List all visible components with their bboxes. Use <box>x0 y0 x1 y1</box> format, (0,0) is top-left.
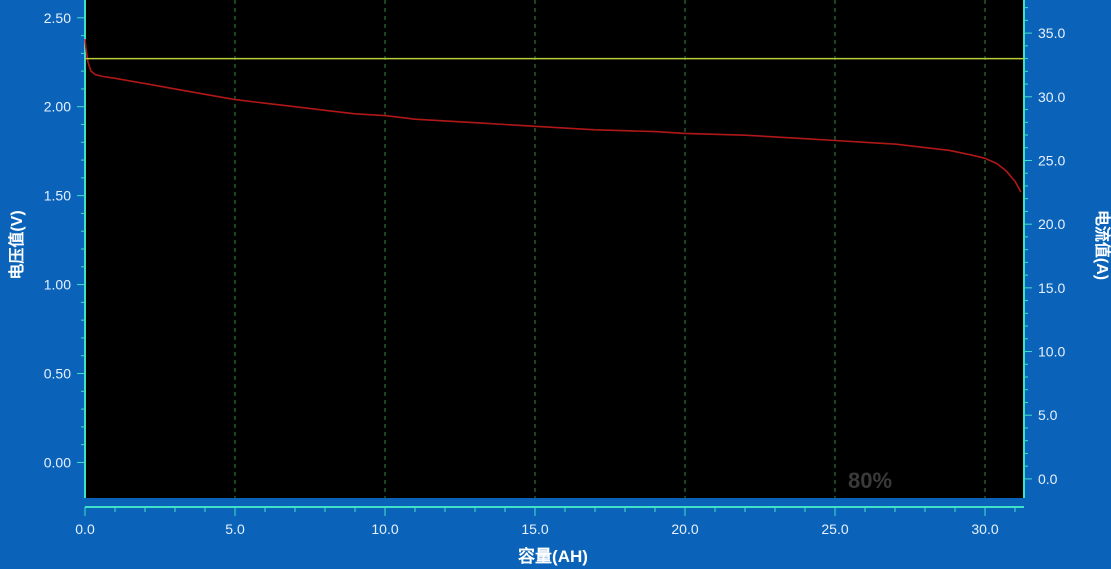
y-left-tick-label: 0.50 <box>44 366 71 382</box>
x-tick-label: 10.0 <box>371 521 398 537</box>
y-right-tick-label: 25.0 <box>1038 152 1065 168</box>
voltage-series-line <box>84 39 1022 193</box>
y-left-tick-label: 1.50 <box>44 188 71 204</box>
x-tick-label: 30.0 <box>971 521 998 537</box>
y-left-tick-label: 2.00 <box>44 99 71 115</box>
y-left-tick-label: 2.50 <box>44 10 71 26</box>
axes: 0.0 5.0 10.0 15.0 20.0 25.0 30.0 0.00 0.50 1.00 1.… <box>44 0 1065 537</box>
y-left-tick-label: 1.00 <box>44 277 71 293</box>
grid-lines <box>234 0 986 498</box>
y-axis-left-title: 电压值(V) <box>7 210 26 279</box>
watermark-text: 80% <box>848 468 892 493</box>
y-right-tick-label: 20.0 <box>1038 216 1065 232</box>
x-tick-label: 20.0 <box>671 521 698 537</box>
x-tick-label: 0.0 <box>75 521 95 537</box>
series-lines <box>84 39 1024 193</box>
x-axis-title: 容量(AH) <box>518 546 588 566</box>
y-axis-right-title: 电流值(A) <box>1093 210 1111 280</box>
plot-area <box>85 0 1024 498</box>
axis-labels: 容量(AH) 电压值(V) 电流值(A) <box>7 210 1111 566</box>
y-right-tick-label: 35.0 <box>1038 25 1065 41</box>
y-left-tick-label: 0.00 <box>44 454 71 470</box>
x-tick-label: 5.0 <box>225 521 245 537</box>
x-tick-label: 15.0 <box>521 521 548 537</box>
y-right-tick-label: 30.0 <box>1038 89 1065 105</box>
y-right-tick-label: 15.0 <box>1038 280 1065 296</box>
y-right-tick-label: 5.0 <box>1038 407 1058 423</box>
y-right-tick-label: 10.0 <box>1038 344 1065 360</box>
x-tick-label: 25.0 <box>821 521 848 537</box>
y-right-tick-label: 0.0 <box>1038 471 1058 487</box>
